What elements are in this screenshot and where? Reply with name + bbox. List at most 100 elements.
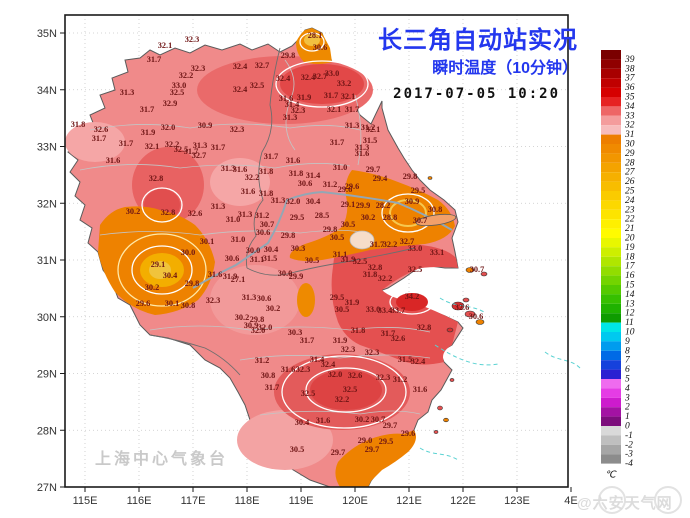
sea-contours xyxy=(419,297,581,461)
station-temp-value: 31.7 xyxy=(211,143,226,152)
station-temp-value: 32.5 xyxy=(170,88,185,97)
station-temp-value: 29.7 xyxy=(331,448,346,457)
colorbar-block xyxy=(601,435,621,445)
colorbar-block xyxy=(601,294,621,304)
colorbar-tick-label: -2 xyxy=(625,440,633,450)
colorbar-block xyxy=(601,332,621,342)
station-temp-value: 32.0 xyxy=(328,370,343,379)
colorbar-tick-label: -3 xyxy=(625,450,633,460)
station-temp-value: 29.6 xyxy=(136,299,151,308)
colorbar-block xyxy=(601,59,621,69)
station-temp-value: 31.0 xyxy=(333,163,348,172)
station-temp-value: 32.4 xyxy=(276,74,291,83)
lat-label: 32N xyxy=(37,198,57,210)
station-temp-value: 32.2 xyxy=(165,140,180,149)
station-temp-value: 31.3 xyxy=(120,88,135,97)
station-temp-value: 31.7 xyxy=(370,240,385,249)
station-temp-value: 31.6 xyxy=(286,156,301,165)
lat-label: 29N xyxy=(37,369,57,381)
station-temp-value: 32.6 xyxy=(94,125,109,134)
colorbar-block xyxy=(601,256,621,267)
station-temp-value: 30.0 xyxy=(246,246,261,255)
watermark-shanghai-met: 上海中心气象台 xyxy=(95,451,229,468)
station-temp-value: 29.6 xyxy=(401,429,416,438)
colorbar-block xyxy=(601,266,621,276)
station-temp-value: 29.7 xyxy=(366,165,381,174)
colorbar-tick-label: 37 xyxy=(624,74,636,84)
colorbar-block xyxy=(601,162,621,173)
colorbar-block xyxy=(601,416,621,426)
station-temp-value: 27.1 xyxy=(231,275,246,284)
station-temp-value: 32.8 xyxy=(149,174,164,183)
lon-label: 119E xyxy=(289,495,314,507)
stamp-watermark-circles xyxy=(598,486,682,514)
station-temp-value: 32.5 xyxy=(174,145,189,154)
lat-label: 31N xyxy=(37,255,57,267)
colorbar-block xyxy=(601,134,621,144)
station-temp-value: 31.8 xyxy=(351,326,366,335)
station-temp-value: 32.6 xyxy=(455,303,470,312)
station-temp-value: 31.7 xyxy=(265,383,280,392)
station-temp-value: 31.3 xyxy=(271,196,286,205)
page-subtitle: 瞬时温度（10分钟） xyxy=(432,60,578,77)
colorbar-tick-label: 11 xyxy=(625,318,634,328)
station-temp-value: 29.9 xyxy=(289,272,304,281)
station-temp-value: 31.4 xyxy=(310,355,325,364)
station-temp-value: 32.5 xyxy=(301,389,316,398)
station-temp-value: 31.9 xyxy=(223,272,238,281)
colorbar-block xyxy=(601,68,621,79)
station-temp-value: 30.2 xyxy=(126,207,141,216)
orange-spot-hangzhou-west xyxy=(297,283,315,317)
station-temp-value: 32.4 xyxy=(233,85,248,94)
station-temp-value: 32.0 xyxy=(251,326,266,335)
station-temp-value: 29.1 xyxy=(151,260,166,269)
colorbar-block xyxy=(601,181,621,191)
station-temp-value: 30.3 xyxy=(288,328,303,337)
station-temp-value: 31.8 xyxy=(289,169,304,178)
colorbar-tick-label: 28 xyxy=(625,158,635,168)
station-temp-value: 29.5 xyxy=(290,213,305,222)
colorbar-tick-label: 10 xyxy=(625,328,635,338)
colorbar-tick-label: 5 xyxy=(625,375,630,385)
orange-zone-west-core xyxy=(149,261,171,279)
contour-lines xyxy=(79,59,431,416)
colorbar-tick-label: 18 xyxy=(625,252,635,262)
station-temp-value: 28.1 xyxy=(308,31,323,40)
station-temp-value: 31.9 xyxy=(141,128,156,137)
station-temp-value: 31.9 xyxy=(341,255,356,264)
station-temp-value: 31.4 xyxy=(285,100,300,109)
colorbar-block xyxy=(601,172,621,182)
station-temp-value: 31.6 xyxy=(355,149,370,158)
colorbar-tick-label: 34 xyxy=(624,102,635,112)
colorbar-tick-label: 20 xyxy=(625,234,635,244)
station-temp-value: 29.7 xyxy=(365,445,380,454)
lon-label: 117E xyxy=(181,495,206,507)
temperature-colorbar: 3938373635343332313029282726252423222120… xyxy=(601,50,636,481)
station-temp-value: 31.7 xyxy=(264,152,279,161)
station-temp-value: 29.0 xyxy=(358,436,373,445)
station-temp-value: 31.7 xyxy=(330,138,345,147)
station-temp-value: 32.5 xyxy=(408,265,423,274)
red-patch-north-core xyxy=(280,64,364,104)
light-pink-zone xyxy=(210,158,270,206)
lon-label: 122E xyxy=(450,495,476,507)
station-temp-value: 32.6 xyxy=(188,209,203,218)
colorbar-tick-label: 21 xyxy=(625,224,635,234)
colorbar-tick-label: 36 xyxy=(624,83,635,93)
station-temp-value: 31.0 xyxy=(226,215,241,224)
station-temp-value: 31.6 xyxy=(281,365,296,374)
axis-labels: 35N 34N 33N 32N 31N 30N 29N 28N 27N 115E 116E 117E 1… xyxy=(37,28,578,507)
station-temp-value: 31.6 xyxy=(241,187,256,196)
station-temp-value: 29.6 xyxy=(338,185,353,194)
station-temp-value: 30.8 xyxy=(261,371,276,380)
colorbar-tick-label: 13 xyxy=(625,299,635,309)
station-temp-value: 31.2 xyxy=(255,356,270,365)
station-temp-value: 32.6 xyxy=(348,371,363,380)
lon-label: 120E xyxy=(342,495,368,507)
colorbar-tick-label: 31 xyxy=(624,130,635,140)
colorbar-block xyxy=(601,106,621,116)
colorbar-tick-label: 23 xyxy=(625,205,635,215)
station-temp-value: 32.1 xyxy=(366,125,381,134)
station-temp-value: 32.1 xyxy=(327,105,342,114)
